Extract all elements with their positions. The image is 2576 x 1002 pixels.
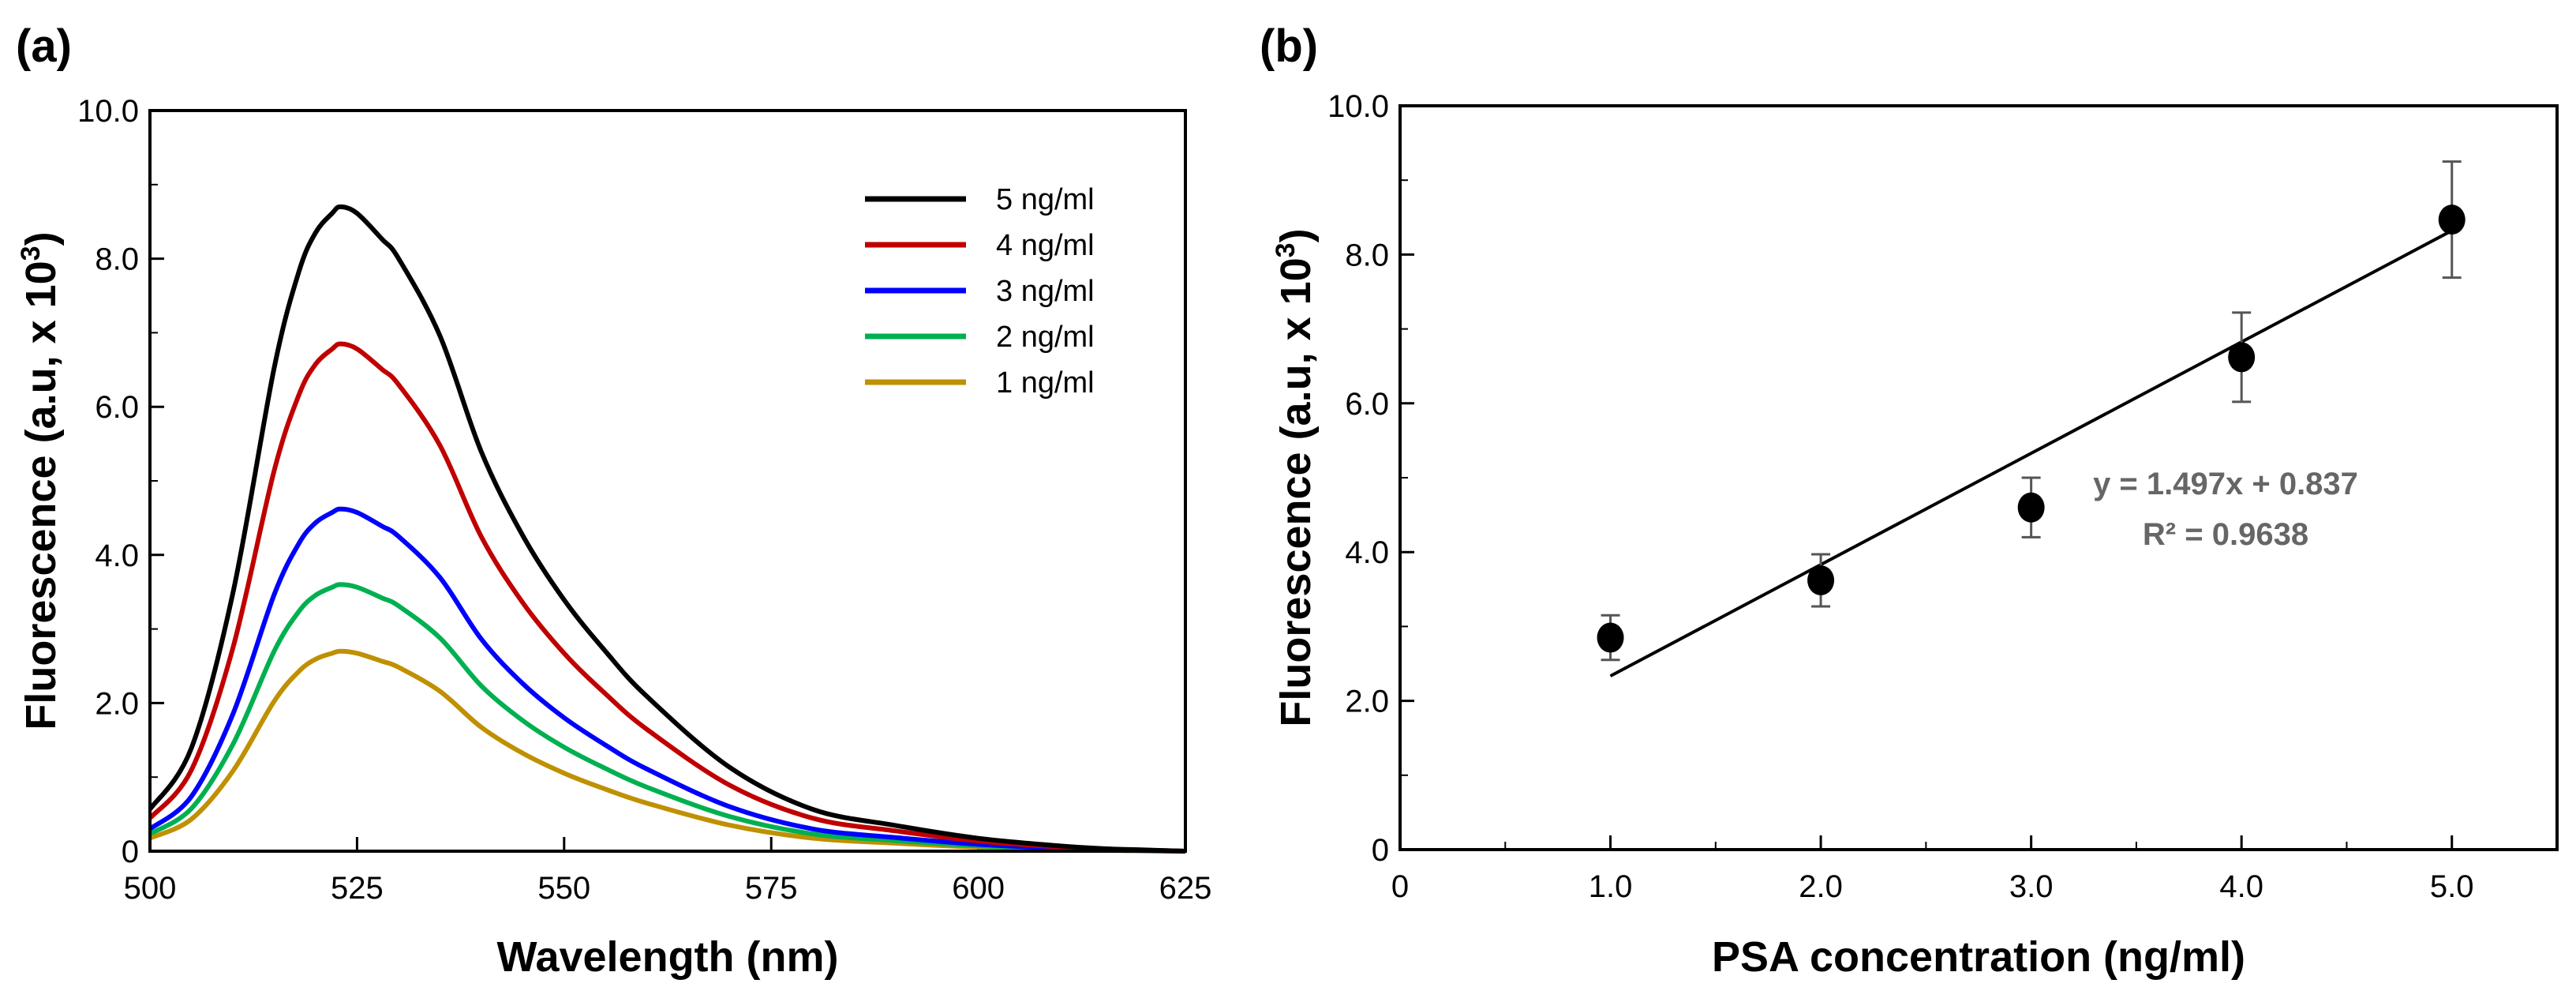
panel-a-series-lines <box>148 204 1186 854</box>
panel-b-fit-line <box>1609 229 2453 677</box>
panel-a-y-axis-title: Fluorescence (a.u, x 103) <box>16 231 65 730</box>
panel-b-y-tick-label: 10.0 <box>1327 89 1389 124</box>
panel-a-x-axis: 500 525 550 575 600 625 <box>124 837 1212 906</box>
panel-a-y-tick-label: 0 <box>122 835 139 869</box>
panel-a-x-tick-label: 625 <box>1159 871 1212 906</box>
panel-b-x-tick-label: 3.0 <box>2009 869 2054 904</box>
panel-a-series-line <box>148 506 1186 854</box>
panel-b-y-tick-label: 8.0 <box>1345 238 1389 272</box>
panel-b-x-axis-title: PSA concentration (ng/ml) <box>1712 933 2245 981</box>
panel-b-data-point <box>2438 205 2466 235</box>
panel-b-label: (b) <box>1260 21 1318 72</box>
panel-a-series-line <box>148 341 1186 854</box>
panel-b-y-tick-label: 0 <box>1372 833 1389 868</box>
panel-a-legend: 5 ng/ml 4 ng/ml 3 ng/ml 2 ng/ml 1 ng/ml <box>865 183 1095 400</box>
panel-a-x-tick-label: 525 <box>331 871 384 906</box>
panel-a-y-tick-label: 8.0 <box>95 242 139 277</box>
panel-b-r-squared: R² = 0.9638 <box>2143 517 2308 552</box>
panel-b-x-tick-label: 4.0 <box>2219 869 2263 904</box>
panel-b-data-points <box>1597 160 2466 662</box>
panel-a-x-axis-title: Wavelength (nm) <box>496 933 838 981</box>
panel-b-calibration-chart: (b) 0 2.0 4.0 6.0 8.0 10.0 0 1.0 2.0 3.0 4.0 5.0 y… <box>1260 21 2559 981</box>
panel-a-y-tick-label: 4.0 <box>95 539 139 573</box>
panel-b-data-point <box>1807 565 1835 595</box>
panel-a-y-axis-title-main: Fluorescence (a.u, x 10 <box>17 261 65 730</box>
panel-a-y-tick-label: 10.0 <box>77 94 139 129</box>
panel-b-x-tick-label: 2.0 <box>1799 869 1843 904</box>
panel-b-y-axis-title: Fluorescence (a.u, x 103) <box>1271 228 1320 726</box>
panel-b-y-axis: 0 2.0 4.0 6.0 8.0 10.0 <box>1327 89 1414 868</box>
panel-b-x-tick-label: 5.0 <box>2430 869 2474 904</box>
panel-b-x-tick-label: 1.0 <box>1589 869 1633 904</box>
panel-a-y-axis-title-end: ) <box>17 231 65 246</box>
panel-a-legend-label: 1 ng/ml <box>996 366 1095 400</box>
panel-a-legend-label: 4 ng/ml <box>996 229 1095 262</box>
panel-a-y-tick-label: 2.0 <box>95 686 139 721</box>
panel-a-x-tick-label: 550 <box>537 871 590 906</box>
panel-b-data-point <box>1597 622 1624 653</box>
panel-b-y-tick-label: 6.0 <box>1345 387 1389 422</box>
panel-b-y-axis-title-main: Fluorescence (a.u, x 10 <box>1272 257 1320 726</box>
panel-a-legend-label: 3 ng/ml <box>996 275 1095 308</box>
panel-a-legend-label: 5 ng/ml <box>996 183 1095 216</box>
panel-a-plot-frame <box>148 109 1187 853</box>
panel-b-y-tick-label: 2.0 <box>1345 685 1389 719</box>
panel-a-y-axis-title-sup: 3 <box>16 246 46 261</box>
panel-b-plot-frame <box>1398 104 2559 851</box>
panel-b-x-tick-label: 0 <box>1391 869 1409 904</box>
panel-a-series-line <box>148 648 1186 854</box>
panel-b-y-axis-title-end: ) <box>1272 228 1320 242</box>
panel-a-legend-label: 2 ng/ml <box>996 321 1095 354</box>
panel-a-series-line <box>148 204 1186 854</box>
panel-b-y-axis-title-sup: 3 <box>1271 242 1301 257</box>
panel-a-y-tick-label: 6.0 <box>95 390 139 425</box>
panel-a-spectra-chart: (a) 0 2.0 4.0 6.0 8.0 10.0 500 525 550 575 600 625… <box>16 21 1211 981</box>
panel-b-fit-equation: y = 1.497x + 0.837 <box>2093 467 2358 501</box>
panel-b-data-point <box>2228 342 2256 373</box>
panel-a-x-tick-label: 500 <box>124 871 177 906</box>
panel-a-label: (a) <box>16 21 72 72</box>
panel-b-fit-line-group <box>1609 229 2453 677</box>
panel-a-x-tick-label: 600 <box>952 871 1005 906</box>
panel-a-x-tick-label: 575 <box>745 871 798 906</box>
panel-b-y-tick-label: 4.0 <box>1345 535 1389 570</box>
panel-b-data-point <box>2017 492 2045 523</box>
panel-b-x-axis: 0 1.0 2.0 3.0 4.0 5.0 <box>1391 835 2474 904</box>
